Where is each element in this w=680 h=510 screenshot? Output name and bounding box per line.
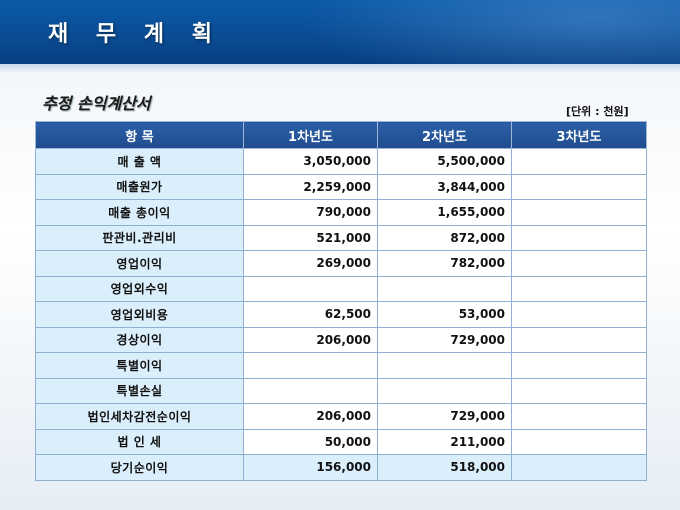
- row-year3-value: [511, 454, 647, 481]
- row-year3-value: [511, 377, 647, 404]
- row-item-label: 영업외수익: [35, 275, 244, 302]
- row-year2-value: 729,000: [377, 403, 512, 430]
- table-row: 영업외비용 62,500 53,000: [35, 301, 647, 328]
- row-year1-value: 2,259,000: [243, 173, 378, 200]
- row-item-label: 영업외비용: [35, 301, 244, 328]
- column-header-year1: 1차년도: [243, 121, 378, 149]
- row-year2-value: 782,000: [377, 250, 512, 277]
- row-item-label: 특별이익: [35, 352, 244, 379]
- row-year3-value: [511, 403, 647, 430]
- row-year2-value: 729,000: [377, 326, 512, 353]
- row-year1-value: 269,000: [243, 250, 378, 277]
- row-year1-value: 62,500: [243, 301, 378, 328]
- header-glow: [300, 0, 680, 64]
- row-year2-value: [377, 377, 512, 404]
- row-year1-value: [243, 352, 378, 379]
- table-row: 법 인 세 50,000 211,000: [35, 428, 647, 455]
- table-row: 매출 총이익 790,000 1,655,000: [35, 199, 647, 226]
- row-year2-value: 3,844,000: [377, 173, 512, 200]
- table-row: 법인세차감전순이익 206,000 729,000: [35, 403, 647, 430]
- row-year1-value: 521,000: [243, 224, 378, 251]
- table-row: 영업외수익: [35, 275, 647, 302]
- row-year2-value: 211,000: [377, 428, 512, 455]
- row-year3-value: [511, 275, 647, 302]
- row-item-label: 매출원가: [35, 173, 244, 200]
- table-row: 특별손실: [35, 377, 647, 404]
- row-item-label: 경상이익: [35, 326, 244, 353]
- row-year3-value: [511, 224, 647, 251]
- row-year3-value: [511, 148, 647, 175]
- row-year3-value: [511, 250, 647, 277]
- row-item-label: 판관비.관리비: [35, 224, 244, 251]
- column-header-year3: 3차년도: [511, 121, 647, 149]
- row-year2-value: 518,000: [377, 454, 512, 481]
- header-bar: 재 무 계 획: [0, 0, 680, 64]
- row-year2-value: [377, 275, 512, 302]
- table-row: 영업이익 269,000 782,000: [35, 250, 647, 277]
- row-item-label: 매출 총이익: [35, 199, 244, 226]
- row-item-label: 영업이익: [35, 250, 244, 277]
- table-row: 특별이익: [35, 352, 647, 379]
- row-year1-value: 156,000: [243, 454, 378, 481]
- page-title: 재 무 계 획: [48, 22, 222, 47]
- row-year2-value: 53,000: [377, 301, 512, 328]
- row-year1-value: 206,000: [243, 403, 378, 430]
- table-row: 당기순이익 156,000 518,000: [35, 454, 647, 481]
- row-year3-value: [511, 301, 647, 328]
- row-year1-value: 206,000: [243, 326, 378, 353]
- row-item-label: 특별손실: [35, 377, 244, 404]
- row-year1-value: 3,050,000: [243, 148, 378, 175]
- table-row: 경상이익 206,000 729,000: [35, 326, 647, 353]
- row-year2-value: 5,500,000: [377, 148, 512, 175]
- row-year3-value: [511, 326, 647, 353]
- table-row: 매 출 액 3,050,000 5,500,000: [35, 148, 647, 175]
- row-year1-value: [243, 377, 378, 404]
- table-row: 판관비.관리비 521,000 872,000: [35, 224, 647, 251]
- row-year2-value: [377, 352, 512, 379]
- row-item-label: 법인세차감전순이익: [35, 403, 244, 430]
- row-year2-value: 1,655,000: [377, 199, 512, 226]
- row-item-label: 매 출 액: [35, 148, 244, 175]
- row-item-label: 법 인 세: [35, 428, 244, 455]
- row-year3-value: [511, 428, 647, 455]
- table-header-row: 항 목 1차년도 2차년도 3차년도: [35, 121, 647, 149]
- unit-label: [단위 : 천원]: [566, 105, 629, 118]
- row-item-label: 당기순이익: [35, 454, 244, 481]
- row-year3-value: [511, 199, 647, 226]
- column-header-item: 항 목: [35, 121, 244, 149]
- section-title: 추정 손익계산서: [42, 94, 151, 113]
- row-year3-value: [511, 352, 647, 379]
- column-header-year2: 2차년도: [377, 121, 512, 149]
- row-year2-value: 872,000: [377, 224, 512, 251]
- row-year3-value: [511, 173, 647, 200]
- header-divider: [0, 64, 680, 72]
- row-year1-value: 50,000: [243, 428, 378, 455]
- row-year1-value: [243, 275, 378, 302]
- row-year1-value: 790,000: [243, 199, 378, 226]
- income-statement-table: 항 목 1차년도 2차년도 3차년도 매 출 액 3,050,000 5,500,0…: [35, 121, 647, 481]
- table-row: 매출원가 2,259,000 3,844,000: [35, 173, 647, 200]
